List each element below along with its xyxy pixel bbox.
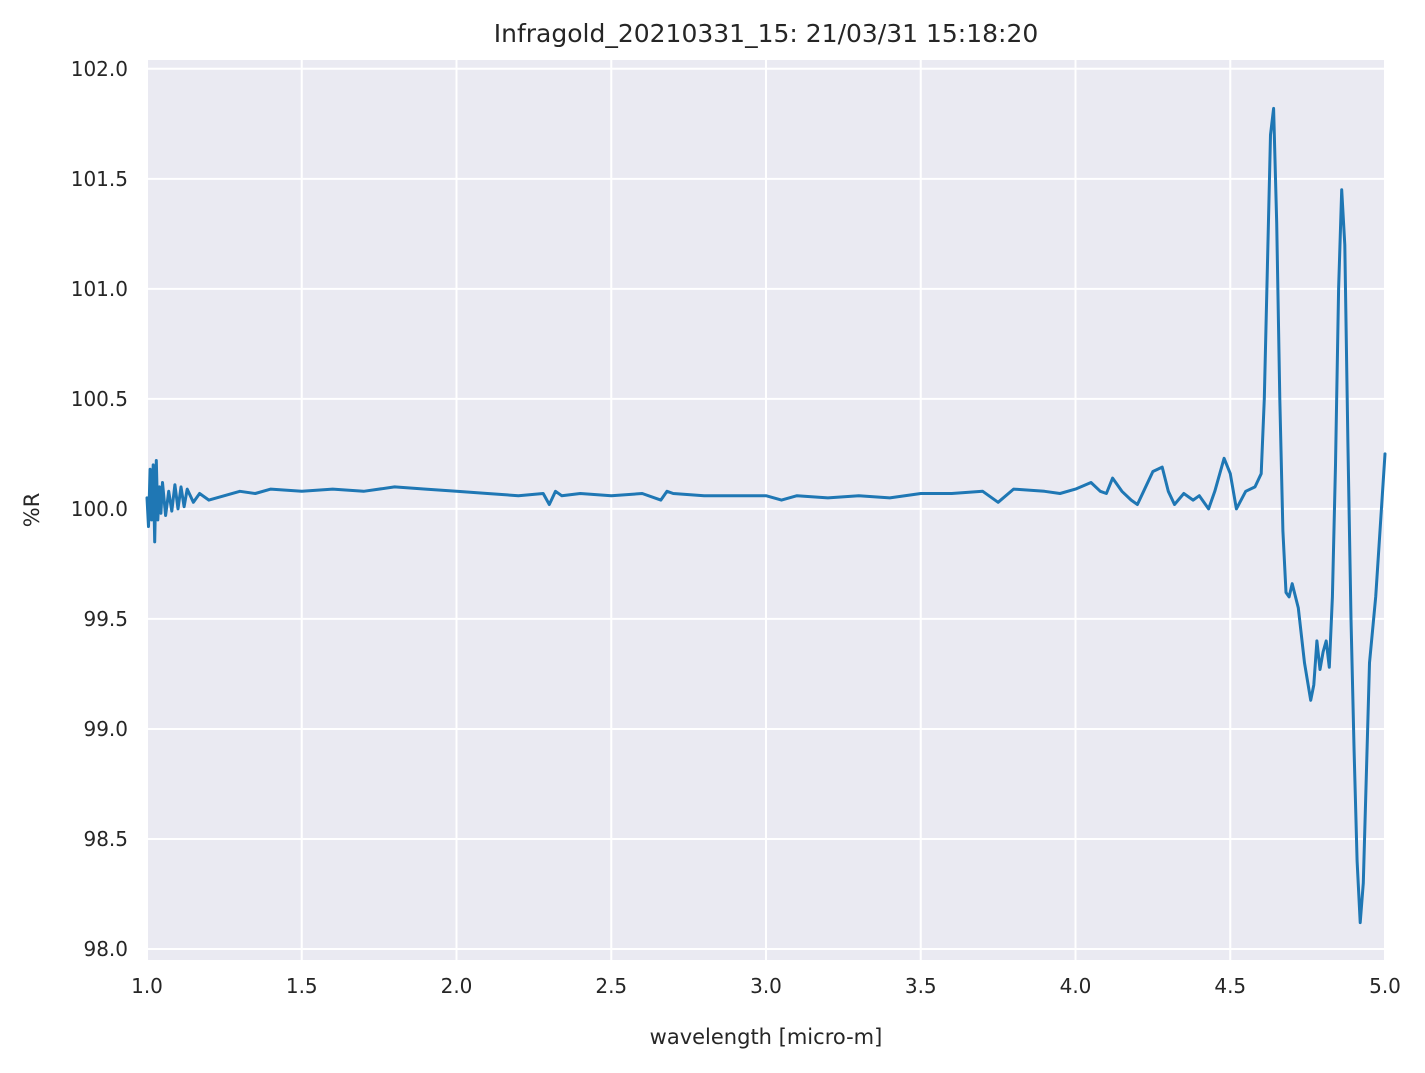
y-axis-label: %R: [20, 493, 44, 528]
x-tick-label: 1.0: [131, 974, 163, 998]
y-tick-label: 102.0: [71, 57, 128, 81]
x-tick-label: 5.0: [1369, 974, 1401, 998]
y-tick-label: 101.0: [71, 277, 128, 301]
series-line: [145, 106, 1387, 925]
y-tick-label: 99.0: [83, 717, 128, 741]
x-tick-label: 1.5: [286, 974, 318, 998]
x-tick-label: 4.0: [1060, 974, 1092, 998]
y-tick-label: 100.0: [71, 497, 128, 521]
x-tick-label: 3.5: [905, 974, 937, 998]
x-tick-label: 3.0: [750, 974, 782, 998]
x-tick-label: 2.0: [441, 974, 473, 998]
y-tick-labels: 98.0 98.5 99.0 99.5 100.0 100.5 101.0 101.5 102.…: [71, 57, 128, 961]
y-tick-label: 100.5: [71, 387, 128, 411]
grid: [146, 60, 1386, 960]
x-tick-label: 4.5: [1214, 974, 1246, 998]
y-tick-label: 101.5: [71, 167, 128, 191]
chart-title: Infragold_20210331_15: 21/03/31 15:18:20: [494, 19, 1039, 48]
y-tick-label: 99.5: [83, 607, 128, 631]
x-tick-labels: 1.0 1.5 2.0 2.5 3.0 3.5 4.0 4.5 5.0: [131, 974, 1401, 998]
x-axis-label: wavelength [micro-m]: [650, 1025, 883, 1049]
y-tick-label: 98.0: [83, 937, 128, 961]
y-tick-label: 98.5: [83, 827, 128, 851]
x-tick-label: 2.5: [595, 974, 627, 998]
